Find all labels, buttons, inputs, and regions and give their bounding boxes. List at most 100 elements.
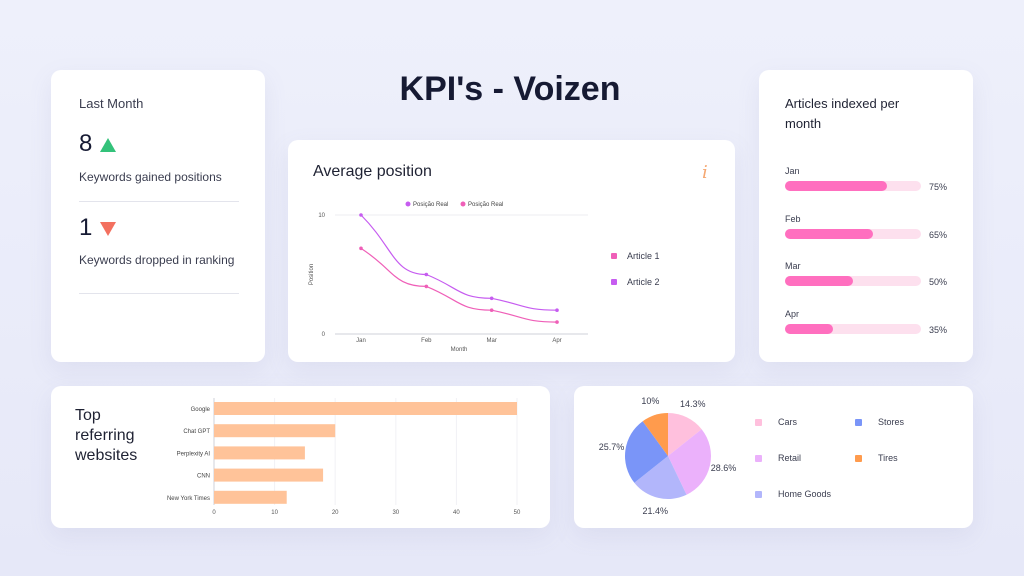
legend-label: Posição Real bbox=[413, 202, 448, 208]
progress-percent: 35% bbox=[929, 324, 948, 335]
data-point bbox=[359, 213, 363, 217]
data-point bbox=[424, 284, 429, 289]
x-tick-label: 20 bbox=[332, 510, 339, 516]
data-point bbox=[489, 308, 494, 312]
legend-item-stores: Stores bbox=[855, 417, 904, 427]
data-point bbox=[424, 272, 429, 277]
articles-title: Articles indexed per month bbox=[785, 96, 900, 131]
slice-label: 25.7% bbox=[598, 442, 625, 453]
pie-slice bbox=[634, 456, 687, 499]
progress-track bbox=[785, 181, 921, 191]
category-label: New York Times bbox=[167, 496, 210, 502]
line-chart: 0 10 Jan Feb Mar Apr Month Position Posição Real… bbox=[309, 201, 588, 353]
progress-track bbox=[785, 276, 921, 286]
slice-label: 21.4% bbox=[642, 505, 668, 516]
referring-websites-card: Top referring websites 0 10 20 30 40 50 Google… bbox=[51, 386, 550, 528]
category-label: Perplexity AI bbox=[177, 451, 211, 457]
legend-swatch bbox=[755, 454, 762, 462]
kpi-heading: Last Month bbox=[79, 96, 144, 111]
dropped-value: 1 bbox=[79, 214, 93, 241]
progress-fill bbox=[785, 276, 853, 286]
y-tick-label: 0 bbox=[322, 332, 326, 338]
gained-label: Keywords gained positions bbox=[79, 170, 222, 184]
legend-swatch bbox=[611, 253, 617, 259]
legend-label: Posição Real bbox=[468, 202, 503, 208]
progress-percent: 50% bbox=[929, 277, 948, 287]
x-tick-label: 10 bbox=[271, 510, 278, 516]
bar bbox=[214, 402, 517, 415]
month-label: Jan bbox=[785, 166, 800, 176]
x-axis-label: Month bbox=[451, 347, 468, 353]
referring-bar-chart: 0 10 20 30 40 50 Google Chat GPT Perplexity AI CN… bbox=[167, 398, 521, 516]
series-line bbox=[360, 214, 558, 311]
legend-item-home-goods: Home Goods bbox=[755, 489, 831, 499]
progress-percent: 65% bbox=[929, 229, 948, 240]
month-label: Mar bbox=[785, 261, 801, 271]
x-tick-label: Jan bbox=[356, 338, 366, 344]
pie-slice bbox=[625, 421, 668, 483]
pie-chart bbox=[625, 413, 711, 499]
slice-label: 10% bbox=[641, 395, 660, 406]
legend-label: Article 1 bbox=[627, 251, 660, 261]
data-point bbox=[555, 320, 559, 324]
bar bbox=[214, 446, 305, 460]
dropped-label: Keywords dropped in ranking bbox=[79, 253, 235, 267]
x-tick-label: Apr bbox=[552, 338, 561, 344]
series-line bbox=[360, 247, 558, 323]
bar bbox=[214, 490, 287, 504]
legend-swatch bbox=[855, 418, 862, 426]
legend-item-retail: Retail bbox=[755, 453, 801, 463]
progress-fill bbox=[785, 228, 874, 239]
pie-slice bbox=[642, 413, 668, 456]
y-tick-label: 10 bbox=[318, 213, 325, 219]
data-point bbox=[359, 246, 363, 251]
category-label: Chat GPT bbox=[183, 429, 210, 435]
progress-track bbox=[785, 323, 921, 334]
progress-fill bbox=[785, 323, 833, 334]
legend-swatch bbox=[611, 279, 617, 285]
y-axis-label: Position bbox=[309, 264, 315, 285]
legend-dot bbox=[460, 201, 466, 207]
legend-article-1: Article 1 bbox=[611, 251, 660, 261]
legend-swatch bbox=[855, 454, 862, 462]
data-point bbox=[489, 296, 494, 301]
legend-item-tires: Tires bbox=[855, 453, 898, 463]
legend-label: Stores bbox=[878, 417, 905, 427]
legend-article-2: Article 2 bbox=[611, 277, 660, 287]
gained-value: 8 bbox=[79, 130, 93, 157]
x-tick-label: 0 bbox=[212, 510, 216, 516]
bar bbox=[214, 424, 336, 438]
kpi-card: Last Month 8 Keywords gained positions 1… bbox=[51, 70, 265, 362]
category-label: CNN bbox=[197, 474, 210, 480]
info-icon[interactable]: i bbox=[702, 162, 708, 183]
pie-slice bbox=[668, 413, 702, 456]
referring-title: Top referring websites bbox=[75, 407, 138, 464]
legend-label: Article 2 bbox=[627, 277, 660, 287]
x-tick-label: 30 bbox=[392, 510, 399, 516]
category-label: Google bbox=[191, 407, 211, 413]
legend-label: Retail bbox=[778, 453, 802, 463]
slice-label: 28.6% bbox=[710, 462, 737, 473]
progress-percent: 75% bbox=[929, 182, 948, 192]
x-tick-label: 50 bbox=[514, 510, 521, 516]
legend-label: Home Goods bbox=[778, 489, 832, 499]
progress-fill bbox=[785, 181, 887, 191]
legend-swatch bbox=[755, 490, 762, 498]
progress-track bbox=[785, 228, 921, 239]
month-label: Feb bbox=[785, 213, 801, 224]
arrow-up-icon bbox=[100, 138, 116, 152]
legend-label: Tires bbox=[878, 453, 898, 463]
slice-label: 14.3% bbox=[679, 398, 706, 409]
pie-slice bbox=[668, 429, 711, 495]
bar bbox=[214, 468, 324, 482]
average-position-title: Average position bbox=[313, 163, 432, 180]
average-position-card: Average position i 0 10 Jan Feb Mar Apr Month P… bbox=[288, 140, 735, 362]
sources-pie-card: 14.3% 28.6% 21.4% 25.7% 10% Cars Retail Home G… bbox=[574, 386, 973, 528]
x-tick-label: Feb bbox=[421, 338, 432, 344]
x-tick-label: 40 bbox=[453, 510, 460, 516]
arrow-down-icon bbox=[100, 222, 116, 236]
data-point bbox=[555, 308, 559, 312]
month-label: Apr bbox=[785, 308, 800, 319]
kpi-divider bbox=[79, 201, 239, 202]
dashboard-title: KPI's - Voizen bbox=[399, 70, 621, 108]
